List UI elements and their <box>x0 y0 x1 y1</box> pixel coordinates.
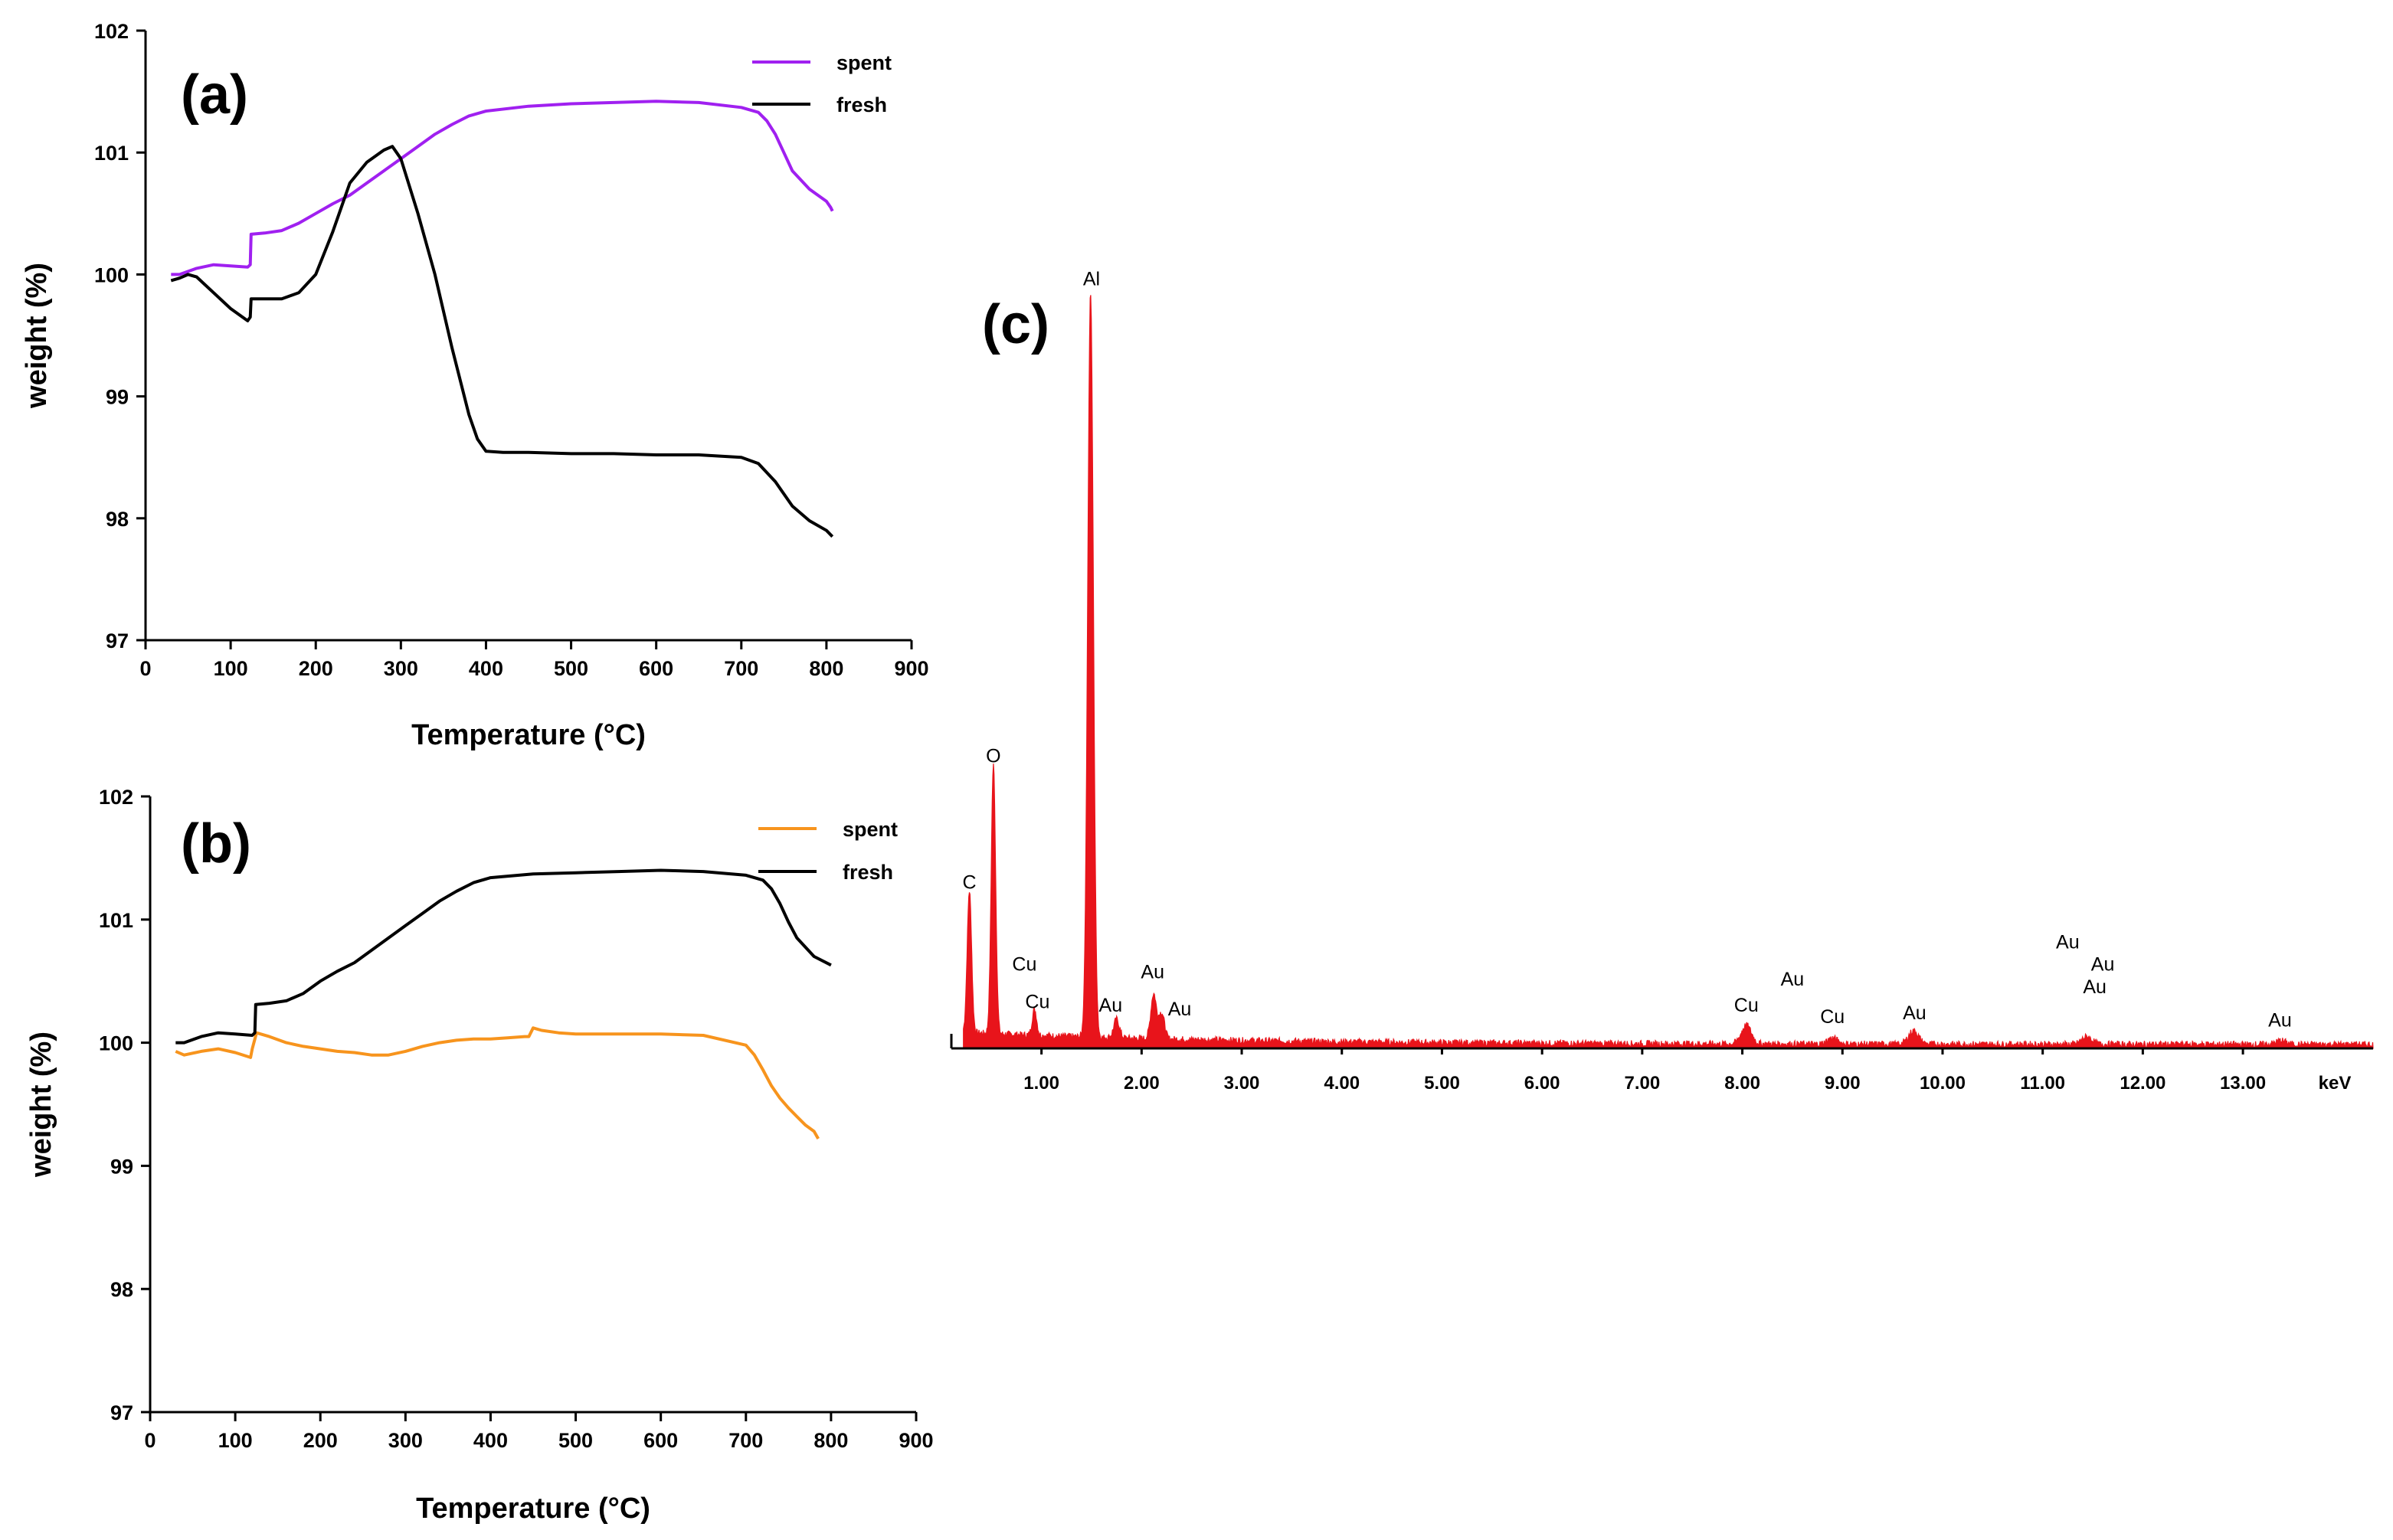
x-tick-label: 800 <box>813 1429 848 1452</box>
x-tick-label: 500 <box>554 657 588 680</box>
x-tick-label: 0 <box>139 657 151 680</box>
peak-label: C <box>962 872 976 894</box>
peak-label: Au <box>1903 1002 1927 1024</box>
panel-c-label: (c) <box>982 294 1049 355</box>
x-tick-label: 11.00 <box>2020 1073 2065 1094</box>
series-line-spent <box>175 1026 820 1139</box>
peak-label: Au <box>1168 999 1192 1020</box>
chart-a-y-title: weight (%) <box>21 263 53 409</box>
x-tick-label: 400 <box>469 657 503 680</box>
x-tick-label: 500 <box>558 1429 593 1452</box>
x-tick-label: 4.00 <box>1324 1073 1360 1094</box>
x-tick-label: 8.00 <box>1724 1073 1760 1094</box>
chart-c-x-title: keV <box>2319 1073 2352 1094</box>
y-tick-label: 98 <box>110 1278 133 1301</box>
x-tick-label: 300 <box>388 1429 423 1452</box>
y-tick-label: 102 <box>99 786 133 809</box>
series-line-fresh <box>170 145 834 538</box>
peak-label: Au <box>2056 932 2080 953</box>
x-tick-label: 7.00 <box>1624 1073 1660 1094</box>
legend-label-fresh: fresh <box>836 93 887 116</box>
x-tick-label: 600 <box>639 657 673 680</box>
chart-a-series <box>170 100 834 538</box>
y-tick-label: 101 <box>99 909 133 932</box>
peak-label: Al <box>1083 269 1100 290</box>
chart-b-legend: spent fresh <box>758 818 898 884</box>
peak-label: Au <box>1099 995 1123 1016</box>
panel-a-label: (a) <box>181 64 248 126</box>
x-tick-label: 900 <box>894 657 928 680</box>
y-tick-label: 99 <box>106 386 129 409</box>
peak-label: Au <box>2083 976 2107 998</box>
peak-label: Au <box>2268 1010 2292 1032</box>
chart-b-x-title: Temperature (°C) <box>416 1493 650 1525</box>
chart-a-legend: spent fresh <box>752 51 892 116</box>
panel-b-label: (b) <box>181 813 251 875</box>
y-tick-label: 97 <box>106 629 129 652</box>
x-tick-label: 300 <box>384 657 418 680</box>
x-tick-label: 9.00 <box>1825 1073 1861 1094</box>
chart-b-x-ticks: 0 100 200 300 400 500 600 700 800 900 <box>144 1412 934 1452</box>
peak-label: Cu <box>1025 991 1049 1012</box>
chart-a-x-ticks: 0 100 200 300 400 500 600 700 800 900 <box>139 640 929 680</box>
y-tick-label: 100 <box>94 263 129 286</box>
x-tick-label: 200 <box>299 657 333 680</box>
x-tick-label: 100 <box>214 657 248 680</box>
x-tick-label: 900 <box>899 1429 933 1452</box>
series-line-spent <box>171 100 834 276</box>
legend-label-spent: spent <box>836 51 892 74</box>
chart-b-series <box>175 868 832 1139</box>
x-tick-label: 0 <box>144 1429 155 1452</box>
y-tick-label: 98 <box>106 508 129 531</box>
peak-label: Au <box>1781 969 1805 990</box>
chart-c-x-ticks: 1.00 2.00 3.00 4.00 5.00 6.00 7.00 8.00 9.00 10.0… <box>1023 1048 2266 1094</box>
x-tick-label: 2.00 <box>1124 1073 1160 1094</box>
chart-b-axes <box>149 796 916 1414</box>
chart-b: (b) 0 100 200 300 400 500 600 700 800 900 97 98 99 1… <box>25 786 934 1525</box>
x-tick-label: 12.00 <box>2120 1073 2165 1094</box>
chart-b-y-ticks: 97 98 99 100 101 102 <box>99 786 150 1424</box>
x-tick-label: 3.00 <box>1224 1073 1260 1094</box>
chart-a-y-ticks: 97 98 99 100 101 102 <box>94 20 146 652</box>
legend-label-fresh: fresh <box>843 861 893 884</box>
x-tick-label: 13.00 <box>2220 1073 2266 1094</box>
x-tick-label: 5.00 <box>1424 1073 1460 1094</box>
x-tick-label: 10.00 <box>1920 1073 1966 1094</box>
chart-a-axes <box>144 31 912 642</box>
peak-label: O <box>986 745 1000 767</box>
peak-label: Au <box>1141 961 1164 983</box>
x-tick-label: 1.00 <box>1023 1073 1059 1094</box>
peak-label: Cu <box>1012 954 1036 976</box>
peak-label: Cu <box>1820 1006 1845 1028</box>
series-line-fresh <box>175 868 832 1045</box>
y-tick-label: 100 <box>99 1032 133 1055</box>
x-tick-label: 700 <box>724 657 758 680</box>
y-tick-label: 97 <box>110 1401 133 1424</box>
x-tick-label: 400 <box>473 1429 508 1452</box>
chart-b-y-title: weight (%) <box>25 1032 57 1178</box>
x-tick-label: 700 <box>728 1429 763 1452</box>
chart-a: (a) 0 100 200 300 400 500 600 700 800 900 97 98 99 1… <box>21 20 929 751</box>
y-tick-label: 99 <box>110 1155 133 1178</box>
y-tick-label: 102 <box>94 20 129 43</box>
chart-c-spectrum <box>963 295 2374 1050</box>
x-tick-label: 800 <box>809 657 843 680</box>
legend-label-spent: spent <box>843 818 898 841</box>
eds-spectrum <box>963 295 2374 1050</box>
x-tick-label: 6.00 <box>1524 1073 1560 1094</box>
peak-label: Au <box>2091 954 2115 976</box>
x-tick-label: 600 <box>643 1429 678 1452</box>
y-tick-label: 101 <box>94 142 129 165</box>
x-tick-label: 100 <box>218 1429 253 1452</box>
x-tick-label: 200 <box>303 1429 338 1452</box>
chart-c: (c) 1.00 2.00 3.00 4.00 5.00 6.00 7.00 8.00 9.00… <box>950 269 2374 1094</box>
peak-label: Cu <box>1734 995 1759 1016</box>
chart-a-x-title: Temperature (°C) <box>411 719 646 751</box>
